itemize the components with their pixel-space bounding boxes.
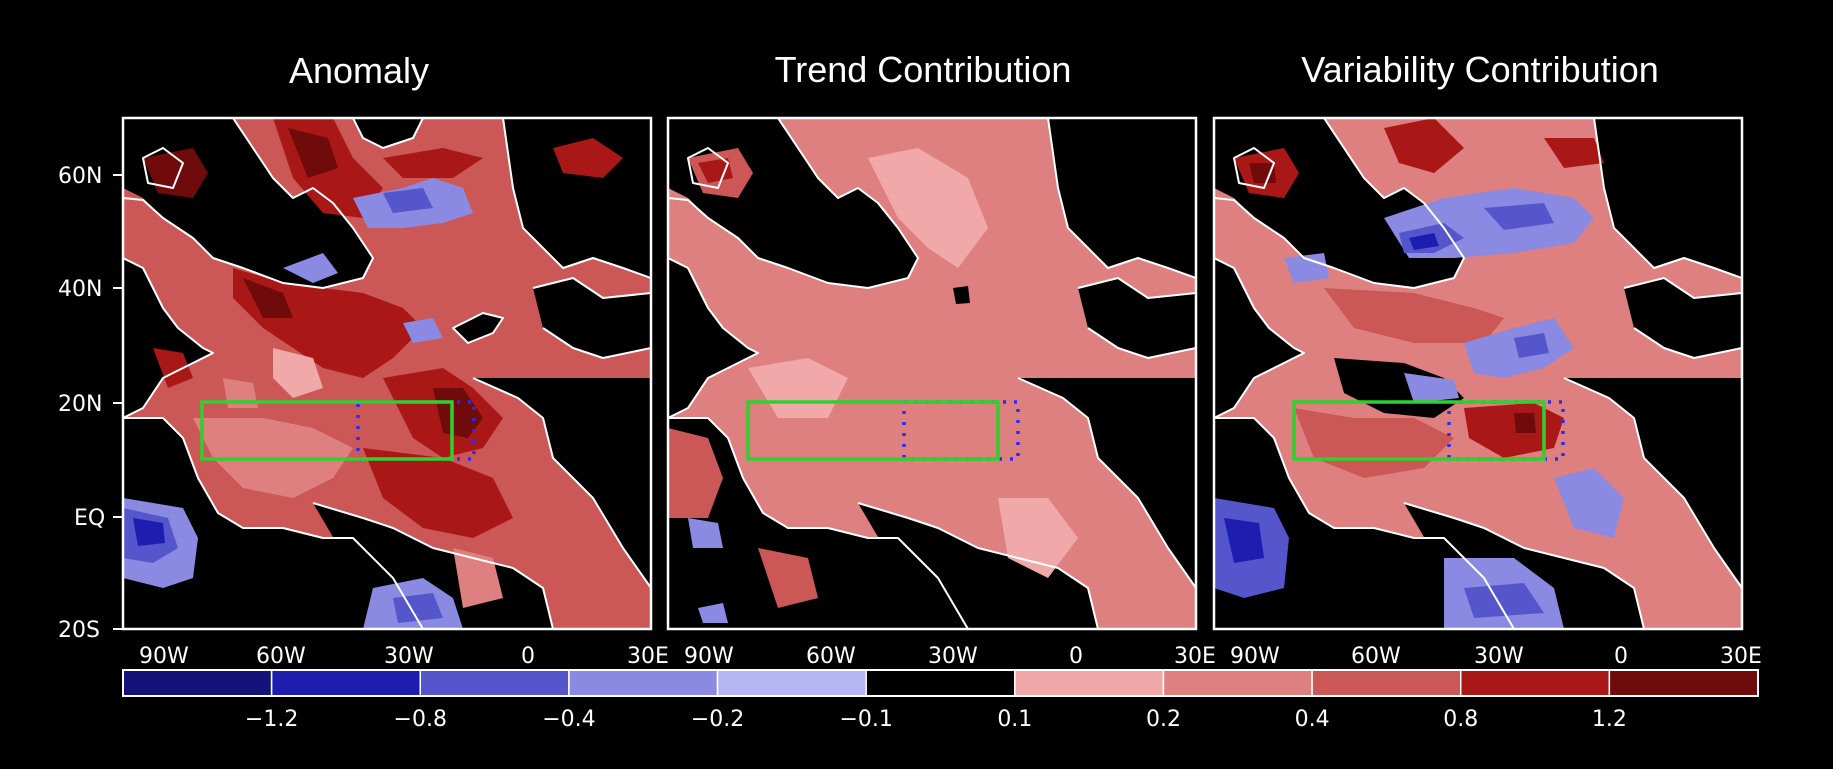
panel-frame-anomaly — [121, 116, 653, 631]
x-tick-label: 30E — [1720, 644, 1762, 669]
colorbar-label: −0.8 — [394, 707, 447, 732]
x-tick-label: 0 — [1069, 644, 1083, 669]
panel-title-variability: Variability Contribution — [1301, 49, 1659, 90]
x-tick-label: 60W — [1351, 644, 1401, 669]
colorbar-swatch — [568, 669, 719, 697]
region-box-trend — [746, 400, 1000, 461]
y-axis: 60N 40N 20N EQ 20S — [58, 164, 123, 643]
colorbar-swatch — [1014, 669, 1165, 697]
colorbar-swatch — [122, 669, 273, 697]
y-tick-label: EQ — [74, 506, 105, 531]
map-panel-anomaly — [123, 118, 651, 629]
colorbar-label: −0.1 — [839, 707, 892, 732]
map-panel-trend — [668, 118, 1196, 629]
region-box-variability — [1292, 400, 1546, 461]
colorbar-label: −0.2 — [691, 707, 744, 732]
x-tick-label: 30W — [1474, 644, 1524, 669]
y-tick-label: 60N — [58, 164, 102, 189]
colorbar-label: −0.4 — [542, 707, 595, 732]
x-tick-label: 30E — [1174, 644, 1216, 669]
colorbar-frame — [122, 669, 1759, 697]
y-tick-label: 20S — [58, 618, 100, 643]
y-tick-label: 40N — [58, 277, 102, 302]
panel-frame-variability — [1212, 116, 1744, 631]
x-tick-label: 90W — [1230, 644, 1280, 669]
colorbar-swatch — [865, 669, 1016, 697]
region-boxes — [200, 400, 1565, 461]
x-tick-label: 30W — [384, 644, 434, 669]
y-tick-label: 20N — [58, 392, 102, 417]
colorbar-label: 1.2 — [1592, 707, 1627, 732]
x-tick-label: 60W — [256, 644, 306, 669]
colorbar-swatch — [1311, 669, 1462, 697]
colorbar-swatch — [270, 669, 422, 697]
colorbar-swatch — [1608, 669, 1759, 697]
x-tick-label: 0 — [521, 644, 535, 669]
colorbar-swatch — [716, 669, 867, 697]
x-tick-label: 90W — [684, 644, 734, 669]
region-box-anomaly — [200, 400, 454, 461]
map-panel-variability — [1214, 118, 1742, 629]
panel-title-anomaly: Anomaly — [289, 50, 429, 91]
colorbar-swatch — [1459, 669, 1611, 697]
x-tick-label: 60W — [806, 644, 856, 669]
x-tick-label: 30W — [928, 644, 978, 669]
panel-title-trend: Trend Contribution — [775, 49, 1072, 90]
colorbar-swatch — [1162, 669, 1313, 697]
colorbar-label: 0.2 — [1146, 707, 1181, 732]
colorbar-label: −1.2 — [245, 707, 298, 732]
colorbar-label: 0.8 — [1443, 707, 1478, 732]
x-tick-label: 30E — [627, 644, 669, 669]
colorbar-label: 0.4 — [1295, 707, 1330, 732]
x-tick-label: 90W — [139, 644, 189, 669]
colorbar-label: 0.1 — [997, 707, 1032, 732]
x-tick-label: 0 — [1614, 644, 1628, 669]
panel-frame-trend — [666, 116, 1198, 631]
colorbar-swatch — [419, 669, 570, 697]
colorbar: −1.2 −0.8 −0.4 −0.2 −0.1 0.1 0.2 0.4 0.8 1.2 — [122, 669, 1759, 732]
x-axis: 90W 60W 30W 0 30E 90W 60W 30W 0 30E 90W … — [139, 644, 1762, 669]
